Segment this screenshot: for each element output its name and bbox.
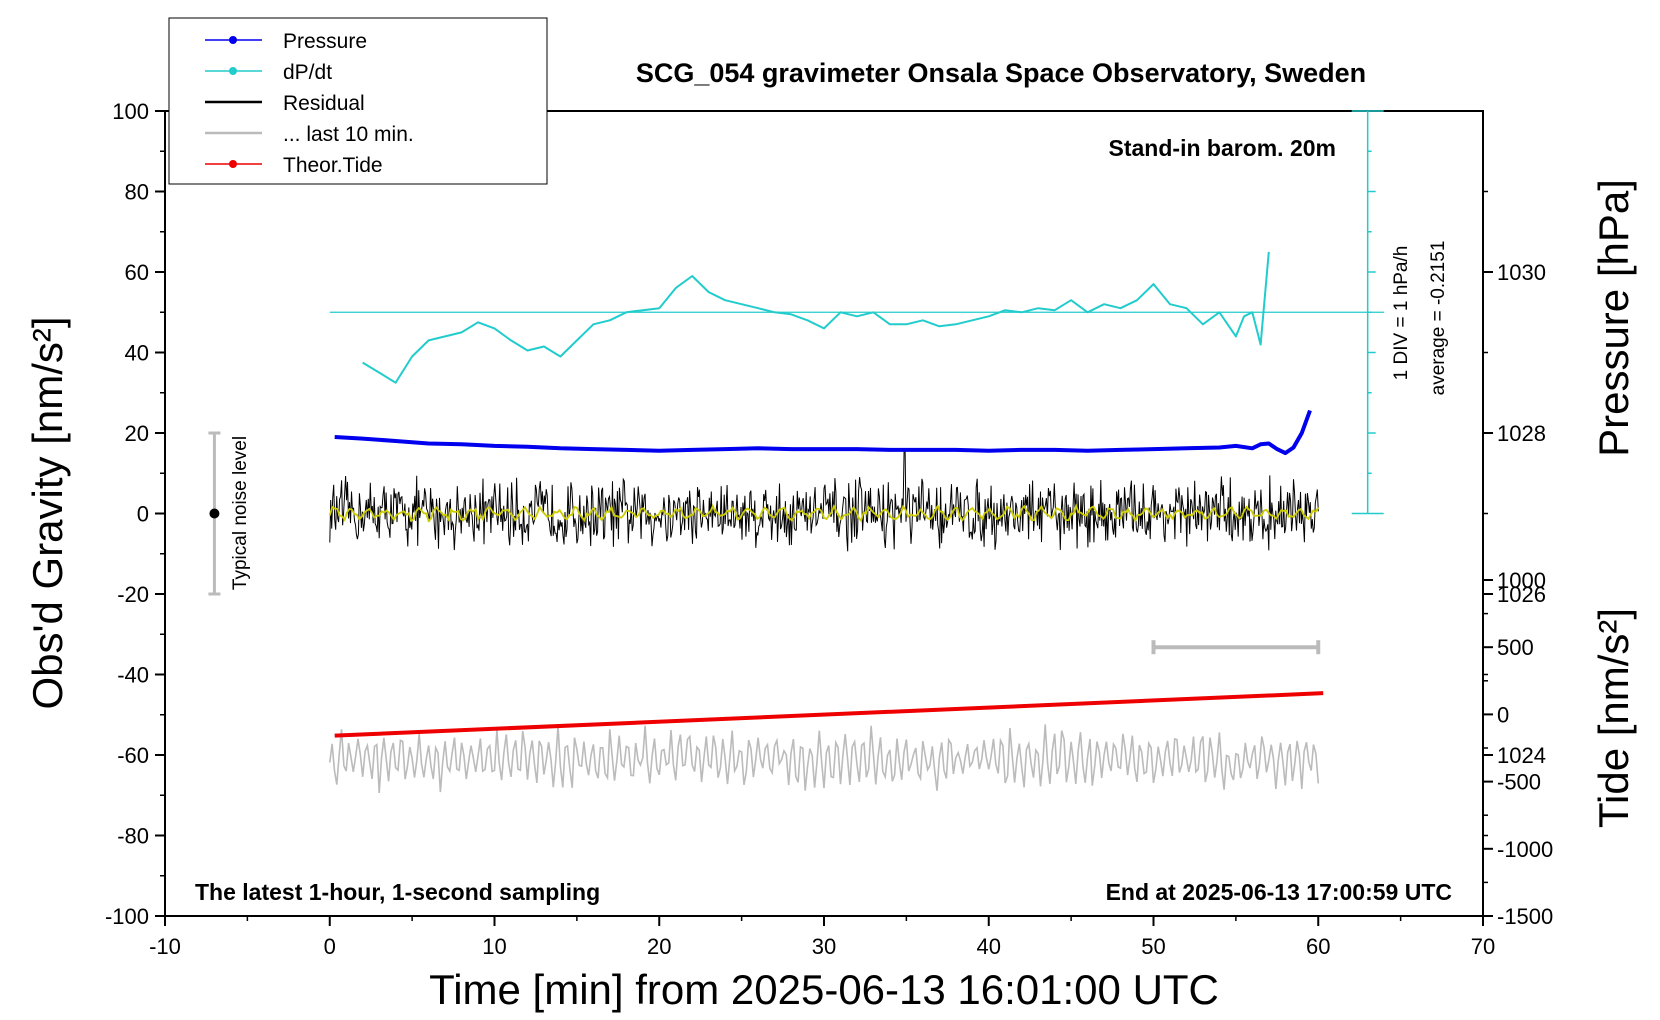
tide-axis-ticks: 1000 500 0 -500 -1000 -1500 [1483,568,1553,929]
legend-label: dP/dt [283,61,332,84]
noise-label: Typical noise level [230,436,251,590]
pressure-series [334,409,1312,456]
x-tick-label: 70 [1471,934,1495,959]
legend: Pressure dP/dt Residual ... last 10 min. The… [168,17,548,185]
tide-tick-label: -500 [1497,770,1541,795]
x-tick-label: 50 [1141,934,1165,959]
pressure-tick-label: 1028 [1497,421,1546,446]
pressure-tick-label: 1024 [1497,743,1546,768]
pressure-tick-label: 1026 [1497,582,1546,607]
residual-series [329,448,1319,552]
tide-tick-label: 0 [1497,702,1509,727]
tide-series [334,691,1324,738]
y-tick-label: 0 [137,502,149,527]
x-axis-title: Time [min] from 2025-06-13 16:01:00 UTC [429,966,1219,1013]
pressure-axis-ticks: 1030 1028 1026 1024 [1483,190,1546,837]
y-tick-label: -100 [105,904,149,929]
pressure-tick-label: 1030 [1497,260,1546,285]
legend-marker [229,160,237,168]
tide-tick-label: -1500 [1497,904,1553,929]
y-left-axis-title: Obs'd Gravity [nm/s²] [24,316,71,709]
x-tick-label: 10 [482,934,506,959]
y-left-axis-ticks: 100 80 60 40 20 0 -20 -40 -60 -80 -100 [105,99,165,929]
residual-smoothed-series [328,503,1320,523]
tide-axis-title: Tide [nm/s²] [1590,608,1637,828]
y-tick-label: 100 [112,99,149,124]
x-tick-label: 30 [812,934,836,959]
x-tick-label: 20 [647,934,671,959]
x-tick-label: 60 [1306,934,1330,959]
tide-tick-label: 500 [1497,635,1534,660]
legend-marker [229,67,237,75]
y-tick-label: -40 [117,663,149,688]
average-label: average = -0.2151 [1428,241,1449,396]
chart-title: SCG_054 gravimeter Onsala Space Observat… [636,58,1366,88]
y-tick-label: 20 [125,421,149,446]
y-tick-label: 80 [125,180,149,205]
x-tick-label: -10 [149,934,181,959]
series-layer [328,251,1385,794]
x-tick-label: 0 [324,934,336,959]
tide-tick-label: -1000 [1497,837,1553,862]
x-tick-label: 40 [977,934,1001,959]
legend-label: Residual [283,92,365,115]
legend-label: Theor.Tide [283,154,383,177]
latest-note: The latest 1-hour, 1-second sampling [195,879,600,905]
end-at-note: End at 2025-06-13 17:00:59 UTC [1106,879,1452,905]
div-label: 1 DIV = 1 hPa/h [1391,246,1412,381]
dpdt-series [362,251,1270,384]
y-tick-label: -80 [117,824,149,849]
stand-in-note: Stand-in barom. 20m [1109,135,1336,161]
noise-center-dot [209,508,220,519]
y-tick-label: -60 [117,743,149,768]
y-tick-label: 60 [125,260,149,285]
y-tick-label: 40 [125,341,149,366]
noise-level-marker [208,431,221,596]
pressure-axis-title: Pressure [hPa] [1590,179,1637,457]
legend-label: ... last 10 min. [283,123,414,146]
legend-marker [229,36,237,44]
last-10-min-series [329,724,1320,794]
legend-label: Pressure [283,30,367,53]
y-tick-label: -20 [117,582,149,607]
tide-tick-label: 1000 [1497,568,1546,593]
x-axis-ticks: -10 0 10 20 30 40 50 60 70 [149,916,1495,959]
